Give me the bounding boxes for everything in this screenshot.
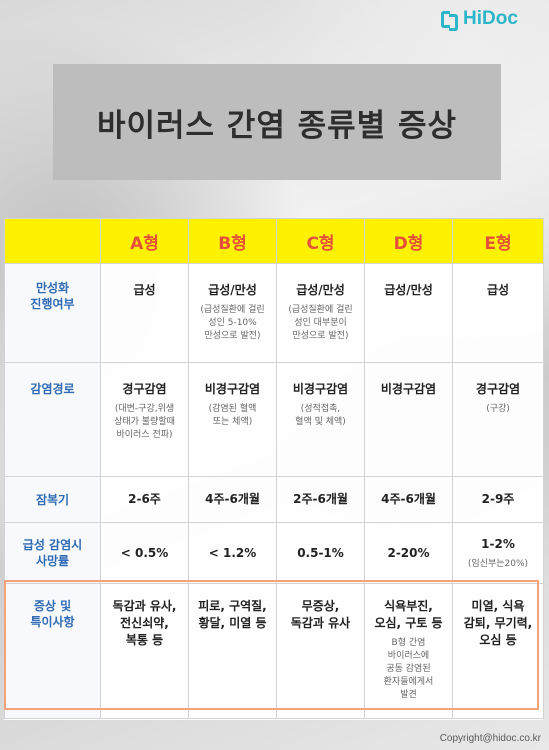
cell-main: 비경구감염 — [292, 382, 349, 396]
cell-main: 0.5-1% — [297, 545, 344, 560]
cell-main: 급성/만성 — [384, 283, 433, 297]
header-corner — [4, 218, 101, 264]
table-cell: 0.5-1% — [276, 522, 365, 584]
row-label-transmission: 감염경로 — [4, 362, 101, 477]
cell-main: 4주-6개월 — [205, 492, 260, 506]
row-label-incubation: 잠복기 — [4, 476, 101, 523]
table-cell: 급성 — [452, 263, 544, 363]
table-cell: 급성/만성 (급성질환에 걸린 성인 대부분이 만성으로 발전) — [276, 263, 365, 363]
logo-text: HiDoc — [463, 8, 518, 29]
table-cell: 4주-6개월 — [188, 476, 277, 523]
table-cell: 1-2% (임신부는20%) — [452, 522, 544, 584]
row-label-text: 잠복기 — [35, 492, 70, 507]
table-cell: 피로, 구역질, 황달, 미열 등 — [188, 583, 277, 719]
cell-main: 무증상, 독감과 유사 — [290, 599, 351, 630]
hidoc-logo-icon — [441, 10, 458, 31]
hepatitis-comparison-table: A형 B형 C형 D형 E형 만성화 진행여부 급성 급성/만성 (급성질환에 걸… — [4, 218, 544, 720]
cell-note: (성적접촉, 혈액 및 체액) — [295, 404, 346, 427]
table-row: 감염경로 경구감염 (대변-구강,위생 상태가 불량할때 바이러스 전파) 비경구… — [4, 362, 544, 477]
cell-main: 독감과 유사, 전신쇠약, 복통 등 — [112, 599, 177, 647]
table-cell: 경구감염 (대변-구강,위생 상태가 불량할때 바이러스 전파) — [100, 362, 189, 477]
table-cell: 비경구감염 — [364, 362, 453, 477]
table-cell: 독감과 유사, 전신쇠약, 복통 등 — [100, 583, 189, 719]
row-label-mortality: 급성 감염시 사망률 — [4, 522, 101, 584]
cell-note: (임신부는20%) — [467, 558, 529, 569]
cell-main: 경구감염 — [475, 382, 521, 396]
row-label-text: 만성화 진행여부 — [30, 281, 75, 311]
cell-main: 미열, 식욕 감퇴, 무기력, 오심 등 — [463, 599, 533, 647]
cell-main: 2-20% — [387, 545, 430, 560]
cell-main: 2-9주 — [481, 492, 515, 506]
cell-main: 식욕부진, 오심, 구토 등 — [374, 599, 443, 630]
table-row: 증상 및 특이사항 독감과 유사, 전신쇠약, 복통 등 피로, 구역질, 황달… — [4, 583, 544, 719]
cell-main: 1-2% — [481, 536, 515, 551]
hidoc-logo[interactable]: HiDoc — [441, 8, 518, 31]
table-cell: 4주-6개월 — [364, 476, 453, 523]
column-header-a: A형 — [100, 218, 189, 264]
table-cell: 비경구감염 (성적접촉, 혈액 및 체액) — [276, 362, 365, 477]
title-banner: 바이러스 간염 종류별 증상 — [53, 64, 501, 180]
copyright-text: Copyright@hidoc.co.kr — [439, 733, 541, 744]
table-row: 만성화 진행여부 급성 급성/만성 (급성질환에 걸린 성인 5-10% 만성으로… — [4, 263, 544, 363]
cell-main: 급성/만성 — [296, 283, 345, 297]
cell-main: 경구감염 — [122, 382, 167, 396]
column-header-c: C형 — [276, 218, 365, 264]
cell-note: (급성질환에 걸린 성인 대부분이 만성으로 발전) — [288, 305, 353, 341]
cell-note: B형 간염 바이러스에 공동 감염된 환자들에게서 발견 — [383, 638, 434, 700]
cell-main: 4주-6개월 — [381, 492, 436, 506]
column-header-d: D형 — [364, 218, 453, 264]
cell-main: 2주-6개월 — [293, 492, 348, 506]
cell-main: 급성 — [486, 283, 510, 297]
column-header-e: E형 — [452, 218, 544, 264]
table-row: 잠복기 2-6주 4주-6개월 2주-6개월 4주-6개월 2-9주 — [4, 476, 544, 523]
page-title: 바이러스 간염 종류별 증상 — [96, 107, 458, 144]
table-cell: < 1.2% — [188, 522, 277, 584]
table-cell: 비경구감염 (감염된 혈액 또는 체액) — [188, 362, 277, 477]
cell-main: 2-6주 — [128, 492, 161, 506]
table-cell: 급성/만성 (급성질환에 걸린 성인 5-10% 만성으로 발전) — [188, 263, 277, 363]
table-cell: 무증상, 독감과 유사 — [276, 583, 365, 719]
column-header-b: B형 — [188, 218, 277, 264]
row-label-text: 급성 감염시 사망률 — [22, 538, 83, 568]
cell-note: (감염된 혈액 또는 체액) — [208, 404, 257, 427]
cell-main: 비경구감염 — [380, 382, 437, 396]
row-label-text: 감염경로 — [30, 382, 75, 396]
cell-note: (대변-구강,위생 상태가 불량할때 바이러스 전파) — [114, 404, 175, 440]
row-label-chronicity: 만성화 진행여부 — [4, 263, 101, 363]
table-cell: 2-9주 — [452, 476, 544, 523]
table-cell: 식욕부진, 오심, 구토 등 B형 간염 바이러스에 공동 감염된 환자들에게서 … — [364, 583, 453, 719]
table-cell: 2-6주 — [100, 476, 189, 523]
cell-main: < 0.5% — [120, 545, 169, 560]
cell-main: 피로, 구역질, 황달, 미열 등 — [198, 599, 267, 630]
table-cell: 급성 — [100, 263, 189, 363]
row-label-symptoms: 증상 및 특이사항 — [4, 583, 101, 719]
table-cell: 급성/만성 — [364, 263, 453, 363]
table-cell: 미열, 식욕 감퇴, 무기력, 오심 등 — [452, 583, 544, 719]
cell-note: (구강) — [486, 404, 510, 414]
table-cell: 2주-6개월 — [276, 476, 365, 523]
cell-main: < 1.2% — [208, 545, 257, 560]
row-label-text: 증상 및 특이사항 — [30, 599, 75, 629]
table-row: 급성 감염시 사망률 < 0.5% < 1.2% 0.5-1% 2-20% 1-… — [4, 522, 544, 584]
cell-main: 비경구감염 — [204, 382, 261, 396]
cell-main: 급성 — [133, 283, 156, 297]
table-header-row: A형 B형 C형 D형 E형 — [4, 218, 544, 264]
table-cell: < 0.5% — [100, 522, 189, 584]
table-cell: 2-20% — [364, 522, 453, 584]
table-cell: 경구감염 (구강) — [452, 362, 544, 477]
cell-main: 급성/만성 — [208, 283, 257, 297]
cell-note: (급성질환에 걸린 성인 5-10% 만성으로 발전) — [200, 305, 265, 341]
